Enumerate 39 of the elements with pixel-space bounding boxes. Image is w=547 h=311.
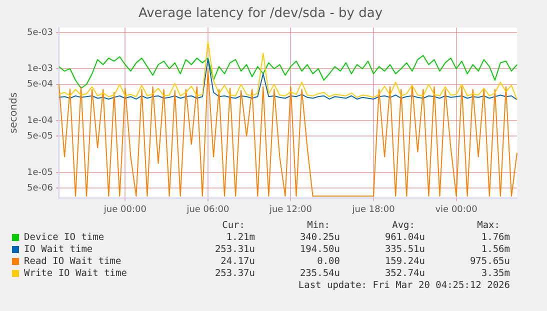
text: Max:: [477, 220, 500, 231]
text: 159.24u: [384, 256, 425, 267]
y-tick-label: 1e-03: [26, 64, 53, 74]
y-tick-label: 5e-06: [26, 183, 54, 194]
text: 253.31u: [214, 244, 255, 255]
x-tick-label: jue 00:00: [102, 204, 147, 215]
legend-label: Read IO Wait time: [24, 256, 122, 267]
y-axis-title: seconds: [8, 92, 20, 134]
text: 352.74u: [384, 268, 425, 279]
text: Avg:: [392, 220, 415, 231]
x-tick-label: jue 12:00: [268, 204, 312, 215]
text: 3.35m: [481, 268, 510, 279]
text: Cur:: [222, 220, 245, 231]
y-tick-label: 5e-04: [26, 80, 54, 90]
y-tick-label: 5e-05: [26, 132, 53, 142]
x-tick-label: jue 18:00: [351, 204, 396, 215]
text: 340.25u: [300, 232, 340, 243]
text: 0.00: [317, 256, 340, 267]
text: Min:: [307, 220, 330, 231]
text: 194.50u: [300, 244, 340, 255]
legend-label: IO Wait time: [24, 244, 93, 255]
text: 24.17u: [220, 256, 255, 267]
chart-title: Average latency for /dev/sda - by day: [138, 6, 383, 22]
y-tick-label: 1e-04: [26, 116, 54, 126]
text: 1.76m: [481, 232, 510, 243]
y-tick-label: 1e-05: [26, 168, 53, 178]
legend-label: Device IO time: [24, 232, 104, 243]
text: 1.56m: [481, 244, 510, 255]
legend-label: Write IO Wait time: [24, 268, 127, 279]
text: 961.04u: [384, 232, 425, 243]
x-tick-label: jue 06:00: [186, 204, 230, 215]
text: 235.54u: [300, 268, 340, 279]
y-tick-label: 5e-03: [26, 28, 53, 38]
text: Last update: Fri Mar 20 04:25:12 2026: [298, 280, 510, 291]
text: 253.37u: [214, 268, 255, 279]
text: 1.21m: [226, 232, 255, 243]
text: 335.51u: [384, 244, 425, 255]
x-tick-label: vie 00:00: [435, 204, 478, 215]
text: 975.65u: [470, 256, 510, 267]
